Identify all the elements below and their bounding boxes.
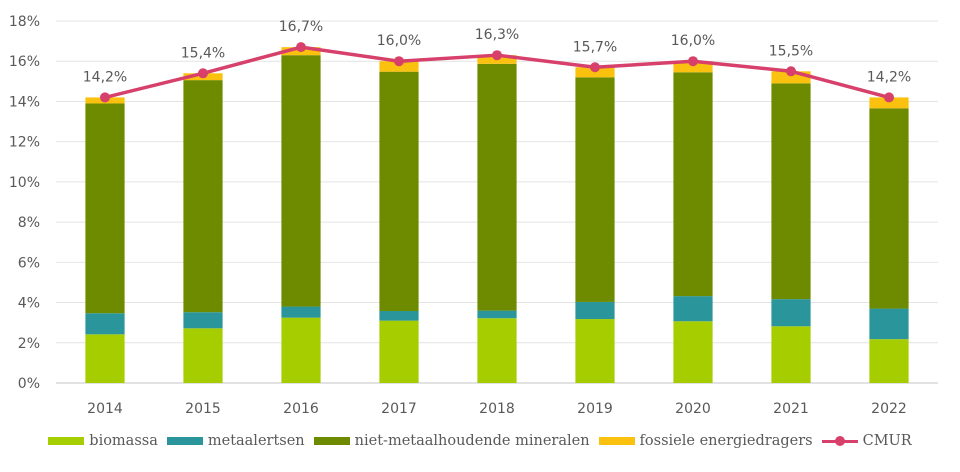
bar-niet-metaalhoudende-mineralen-2022 [869, 108, 909, 309]
bar-metaalertsen-2020 [673, 296, 713, 322]
bar-metaalertsen-2017 [379, 311, 419, 321]
y-tick-label: 12% [9, 135, 40, 151]
bar-metaalertsen-2016 [281, 306, 321, 318]
data-labels: 14,2% 15,4% 16,7% 16,0% 16,3% 15,7% 16,0% 15,5%… [83, 19, 911, 85]
cmur-marker [296, 42, 306, 53]
cmur-marker [198, 68, 208, 79]
legend: biomassa metaalertsen niet-metaalhoudend… [0, 429, 960, 453]
y-tick-label: 16% [9, 54, 40, 70]
legend-swatch-metaalertsen [166, 437, 203, 445]
cmur-data-label: 14,2% [83, 69, 127, 85]
bar-biomassa-2018 [477, 318, 517, 383]
cmur-marker [786, 66, 796, 77]
x-tick-label: 2021 [773, 401, 809, 417]
cmur-data-label: 16,0% [671, 33, 715, 49]
cmur-data-label: 15,5% [769, 43, 813, 59]
cmur-marker [492, 50, 502, 61]
legend-item-metaalertsen: metaalertsen [166, 433, 305, 449]
bar-niet-metaalhoudende-mineralen-2018 [477, 63, 517, 311]
x-tick-label: 2018 [479, 401, 515, 417]
x-tick-label: 2019 [577, 401, 613, 417]
legend-item-fossiele-energiedragers: fossiele energiedragers [598, 433, 813, 449]
cmur-data-label: 16,7% [279, 19, 323, 35]
bar-fossiele-energiedragers-2022 [869, 97, 909, 109]
legend-item-biomassa: biomassa [48, 433, 158, 449]
bar-niet-metaalhoudende-mineralen-2014 [85, 103, 125, 314]
cmur-data-label: 15,7% [573, 39, 617, 55]
bar-niet-metaalhoudende-mineralen-2017 [379, 71, 419, 312]
bar-biomassa-2021 [771, 326, 811, 383]
legend-label: biomassa [89, 433, 158, 449]
legend-label: niet-metaalhoudende mineralen [354, 433, 590, 449]
y-tick-label: 6% [18, 255, 40, 271]
bar-fossiele-energiedragers-2020 [673, 61, 713, 73]
bar-niet-metaalhoudende-mineralen-2015 [183, 80, 223, 313]
y-tick-label: 8% [18, 215, 40, 231]
y-tick-label: 2% [18, 336, 40, 352]
legend-label: CMUR [862, 433, 912, 449]
cmur-marker [100, 92, 110, 103]
x-tick-label: 2020 [675, 401, 711, 417]
bar-biomassa-2016 [281, 317, 321, 383]
cmur-data-label: 16,0% [377, 33, 421, 49]
bar-metaalertsen-2018 [477, 310, 517, 319]
bars [85, 47, 909, 383]
bar-metaalertsen-2021 [771, 299, 811, 327]
cmur-data-label: 14,2% [867, 69, 911, 85]
cmur-marker [884, 92, 894, 103]
bar-metaalertsen-2022 [869, 308, 909, 340]
x-tick-label: 2017 [381, 401, 417, 417]
y-tick-label: 0% [18, 376, 40, 392]
bar-fossiele-energiedragers-2019 [575, 67, 615, 78]
legend-item-cmur: CMUR [821, 433, 912, 449]
cmur-line [100, 42, 894, 103]
legend-marker [834, 436, 845, 446]
bar-metaalertsen-2015 [183, 312, 223, 329]
bar-biomassa-2020 [673, 321, 713, 383]
legend-label: fossiele energiedragers [639, 433, 813, 449]
x-tick-label: 2016 [283, 401, 319, 417]
x-tick-label: 2022 [871, 401, 907, 417]
bar-metaalertsen-2019 [575, 301, 615, 320]
y-tick-label: 10% [9, 175, 40, 191]
bar-biomassa-2015 [183, 328, 223, 383]
y-axis: 0% 2% 4% 6% 8% 10% 12% 14% 16% 18% [9, 14, 40, 392]
bar-fossiele-energiedragers-2017 [379, 61, 419, 72]
bar-niet-metaalhoudende-mineralen-2019 [575, 77, 615, 302]
bar-biomassa-2019 [575, 319, 615, 383]
bar-biomassa-2022 [869, 339, 909, 383]
cmur-marker [590, 62, 600, 73]
legend-swatch-niet-metaalhoudende-mineralen [313, 437, 350, 445]
legend-swatch-fossiele-energiedragers [598, 437, 635, 445]
legend-item-niet-metaalhoudende-mineralen: niet-metaalhoudende mineralen [313, 433, 590, 449]
y-tick-label: 14% [9, 94, 40, 110]
x-axis: 2014 2015 2016 2017 2018 2019 2020 2021 2022 [87, 401, 907, 417]
cmur-data-label: 16,3% [475, 27, 519, 43]
bar-niet-metaalhoudende-mineralen-2020 [673, 72, 713, 297]
bar-biomassa-2017 [379, 320, 419, 383]
bar-niet-metaalhoudende-mineralen-2021 [771, 83, 811, 300]
legend-label: metaalertsen [207, 433, 305, 449]
bar-metaalertsen-2014 [85, 313, 125, 335]
y-tick-label: 18% [9, 14, 40, 30]
legend-swatch-cmur [821, 436, 858, 446]
y-tick-label: 4% [18, 296, 40, 312]
x-tick-label: 2014 [87, 401, 123, 417]
cmur-marker [394, 56, 404, 67]
bar-biomassa-2014 [85, 334, 125, 383]
bar-niet-metaalhoudende-mineralen-2016 [281, 55, 321, 307]
cmur-marker [688, 56, 698, 67]
cmur-data-label: 15,4% [181, 45, 225, 61]
legend-swatch-biomassa [48, 437, 85, 445]
x-tick-label: 2015 [185, 401, 221, 417]
